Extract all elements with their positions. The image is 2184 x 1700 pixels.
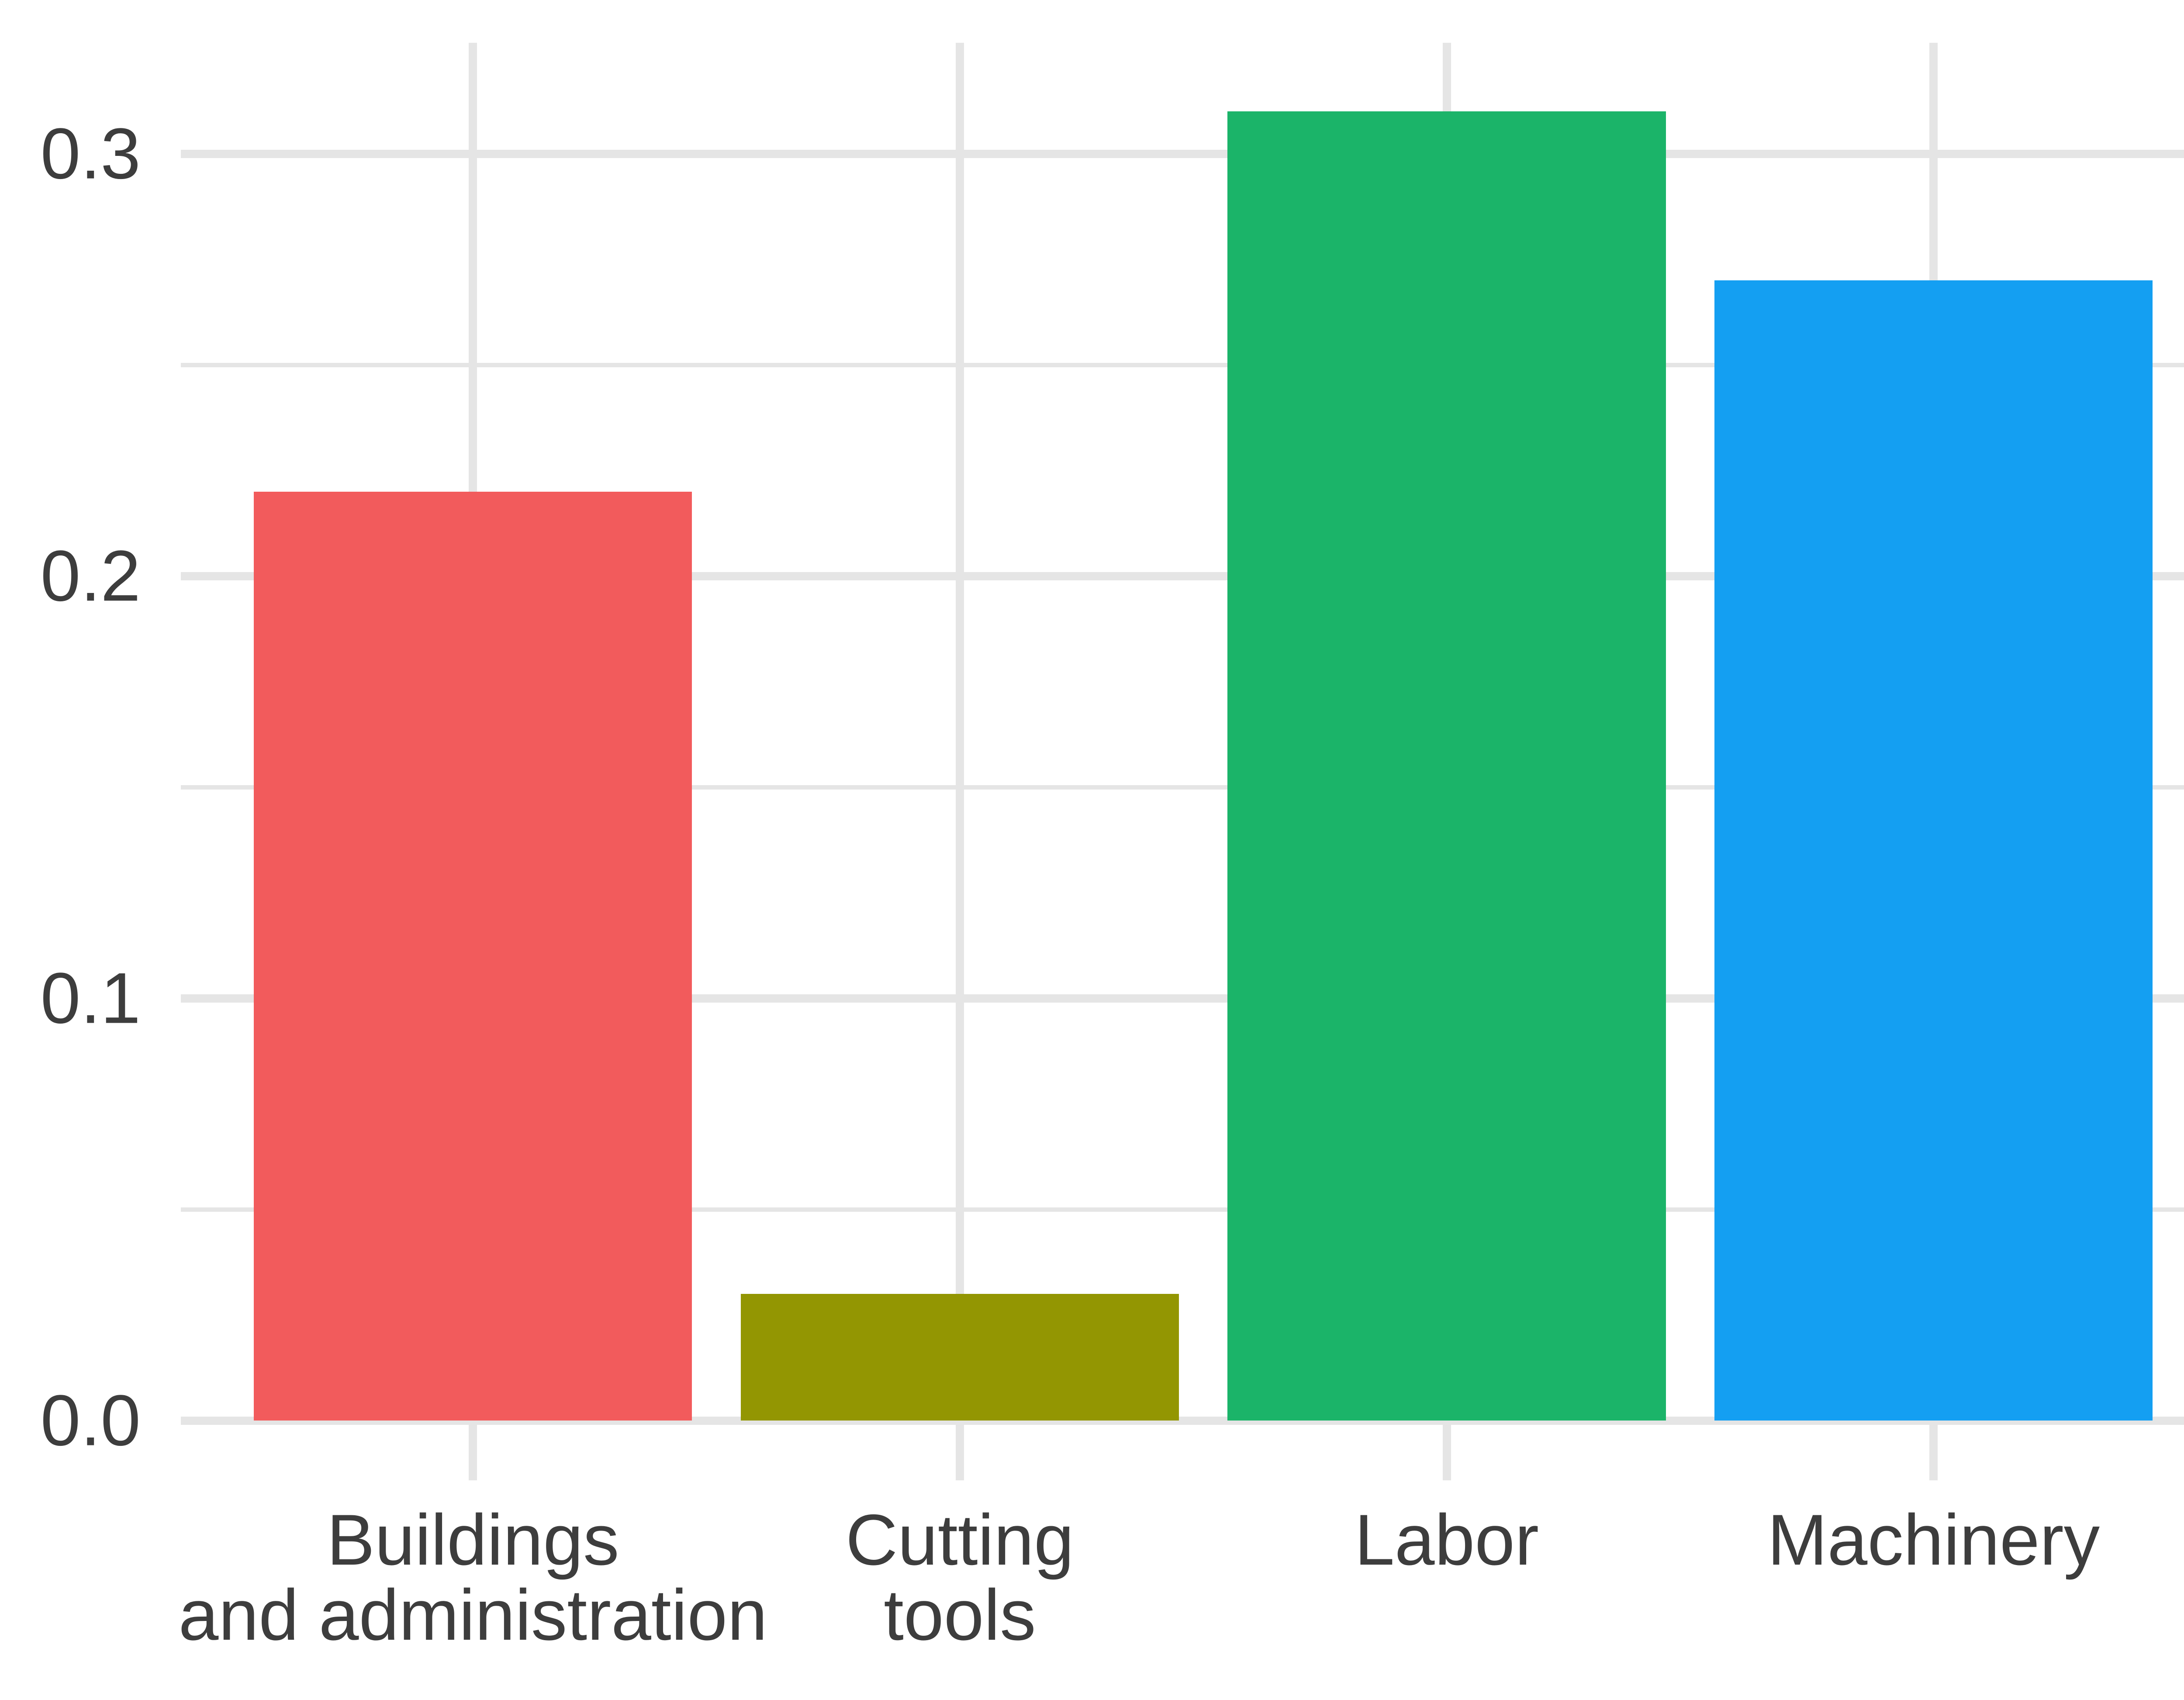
x-tick-label: Machinery xyxy=(1767,1500,2100,1580)
vertical-gridline xyxy=(955,43,964,1480)
bar-machinery xyxy=(1714,280,2153,1421)
x-tick-label: Cutting tools xyxy=(845,1500,1074,1655)
bar-buildings-and-administration xyxy=(254,491,692,1421)
y-tick-label: 0.0 xyxy=(40,1380,141,1461)
x-tick-label: Labor xyxy=(1354,1500,1539,1580)
minor-gridline xyxy=(181,785,2184,790)
x-tick-label: Buildings and administration xyxy=(178,1500,767,1655)
bar-cutting-tools xyxy=(740,1293,1179,1421)
minor-gridline xyxy=(181,1207,2184,1212)
y-tick-label: 0.1 xyxy=(40,958,141,1038)
bar-labor xyxy=(1227,111,1666,1421)
major-gridline xyxy=(181,149,2184,158)
plot-panel xyxy=(181,43,2184,1480)
y-tick-label: 0.3 xyxy=(40,113,141,194)
minor-gridline xyxy=(181,362,2184,367)
y-tick-label: 0.2 xyxy=(40,535,141,616)
